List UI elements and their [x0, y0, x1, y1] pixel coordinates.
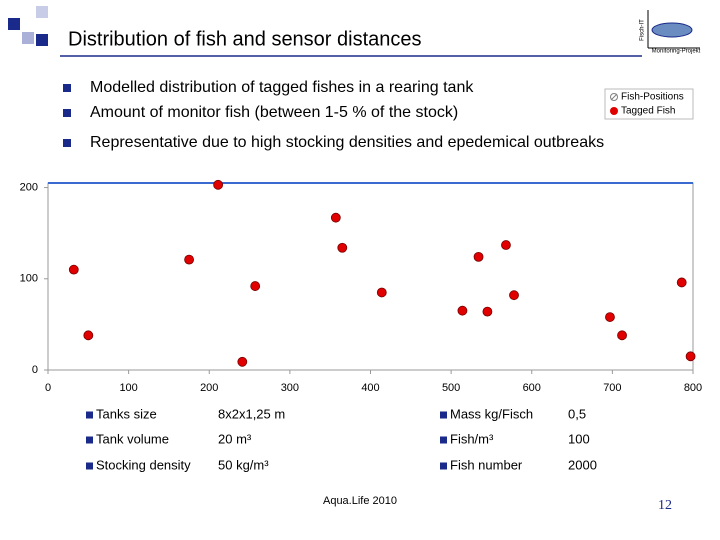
table-cell: Tanks size	[96, 406, 157, 421]
point	[482, 306, 493, 317]
bullet-text: Amount of monitor fish (between 1-5 % of…	[90, 104, 458, 121]
x-tick-label: 500	[442, 382, 460, 394]
bullet-mark	[63, 139, 71, 147]
table-cell: Fish number	[450, 457, 523, 472]
bullet-mark	[440, 411, 447, 419]
y-tick-label: 0	[32, 364, 38, 376]
table-cell: 20 m³	[218, 431, 252, 446]
x-tick-label: 400	[361, 382, 379, 394]
table-cell: Mass kg/Fisch	[450, 406, 533, 421]
footer-source: Aqua.Life 2010	[323, 495, 397, 507]
bullet-mark	[86, 436, 93, 444]
point	[250, 281, 261, 291]
deco-square	[8, 18, 20, 30]
point	[473, 251, 484, 262]
x-tick-label: 600	[523, 382, 541, 394]
table-cell: 8x2x1,25 m	[218, 406, 285, 421]
point	[237, 356, 248, 367]
bullet-mark	[86, 462, 93, 470]
x-tick-label: 300	[281, 382, 299, 394]
table-cell: Tank volume	[96, 431, 169, 446]
logo-side: Fisch-IT	[640, 19, 646, 41]
table-cell: 0,5	[568, 406, 586, 421]
point	[676, 277, 687, 288]
x-tick-label: 200	[200, 382, 218, 394]
point	[509, 290, 519, 301]
point	[376, 287, 387, 298]
table-cell: 2000	[568, 457, 597, 472]
table-cell: Stocking density	[96, 457, 191, 472]
table-cell: 50 kg/m³	[218, 457, 269, 472]
x-tick-label: 100	[119, 382, 137, 394]
logo-label: Monitoring-Projekt	[652, 49, 701, 55]
deco-square	[22, 32, 34, 44]
point	[457, 305, 468, 316]
point	[83, 330, 94, 341]
plot-area	[47, 182, 694, 371]
x-tick-label: 700	[603, 382, 621, 394]
y-tick-label: 200	[20, 181, 38, 193]
table-cell: 100	[568, 431, 590, 446]
logo: Fisch-IT Monitoring-Projekt	[640, 10, 701, 55]
bullet-mark	[63, 84, 71, 92]
legend-label: Tagged Fish	[621, 106, 675, 117]
x-tick-label: 0	[45, 382, 51, 394]
legend-marker	[610, 93, 618, 101]
bullet-mark	[86, 411, 93, 419]
point	[501, 240, 511, 250]
bullet-mark	[440, 436, 447, 444]
legend-box	[604, 88, 694, 120]
bullet-text: Modelled distribution of tagged fishes i…	[90, 79, 474, 96]
point	[605, 312, 615, 322]
bullet-mark	[440, 462, 447, 470]
legend-marker	[610, 93, 618, 101]
deco-square	[36, 6, 48, 18]
logo-fish	[651, 22, 693, 38]
point	[68, 264, 79, 275]
page-number: 12	[658, 498, 672, 513]
y-tick-label: 100	[20, 273, 38, 285]
bullet-mark	[63, 109, 71, 117]
table-cell: Fish/m³	[450, 431, 494, 446]
legend-label: Fish-Positions	[621, 92, 684, 103]
point	[184, 254, 194, 265]
deco-square	[36, 34, 48, 46]
x-tick-label: 800	[684, 382, 702, 394]
point	[617, 330, 627, 341]
point	[213, 179, 224, 190]
point	[685, 351, 696, 362]
legend-marker	[610, 107, 618, 115]
point	[337, 242, 348, 253]
point	[330, 212, 341, 223]
bullet-text: Representative due to high stocking dens…	[90, 134, 604, 151]
title: Distribution of fish and sensor distance…	[68, 28, 422, 50]
